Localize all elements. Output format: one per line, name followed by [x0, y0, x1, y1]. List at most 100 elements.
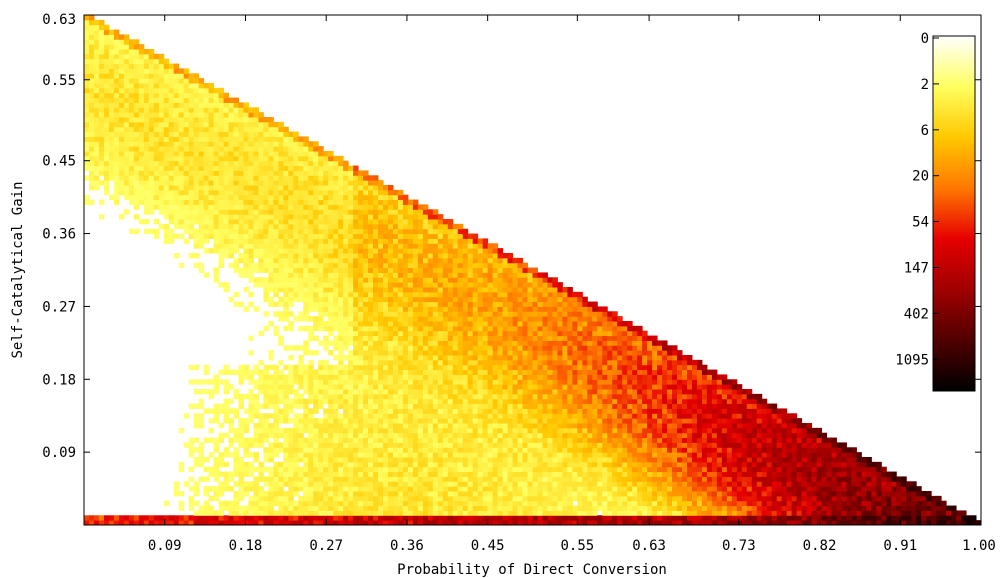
- heat-cell: [133, 73, 140, 79]
- heat-cell: [457, 447, 464, 453]
- heat-cell: [432, 432, 439, 439]
- heat-cell: [432, 505, 439, 511]
- heat-cell: [173, 136, 180, 142]
- heat-cell: [203, 408, 210, 414]
- heat-cell: [417, 257, 424, 264]
- heat-cell: [462, 491, 469, 497]
- heat-cell: [397, 321, 404, 327]
- heat-cell: [203, 272, 210, 278]
- heat-cell: [298, 418, 304, 424]
- heat-cell: [173, 141, 180, 147]
- heat-cell: [472, 364, 479, 371]
- heat-cell: [128, 92, 135, 99]
- heat-cell: [123, 73, 130, 79]
- heat-cell: [383, 476, 389, 482]
- heat-cell: [392, 325, 399, 332]
- heat-cell: [283, 311, 289, 317]
- heat-cell: [313, 209, 319, 215]
- heat-cell: [338, 325, 344, 332]
- heat-cell: [263, 325, 269, 332]
- heat-cell: [84, 92, 90, 99]
- heat-cell: [248, 165, 254, 171]
- heat-cell: [397, 491, 404, 497]
- heat-cell: [318, 442, 324, 448]
- heat-cell: [472, 277, 479, 283]
- heat-cell: [378, 491, 384, 497]
- heat-cell: [84, 155, 90, 162]
- heat-cell: [467, 418, 474, 424]
- heat-cell: [123, 58, 130, 65]
- heat-cell: [268, 267, 274, 273]
- heat-cell: [243, 126, 249, 133]
- heat-cell: [168, 214, 175, 220]
- heat-cell: [123, 102, 130, 108]
- heat-cell: [233, 194, 239, 201]
- heat-cell: [373, 262, 379, 269]
- heat-cell: [298, 520, 304, 526]
- heat-cell: [133, 131, 140, 137]
- heat-cell: [188, 126, 195, 133]
- heat-cell: [263, 374, 269, 380]
- heat-cell: [153, 204, 160, 210]
- heat-cell: [477, 461, 484, 468]
- heat-cell: [333, 155, 339, 162]
- heat-cell: [93, 151, 100, 157]
- heat-cell: [482, 238, 489, 244]
- heat-cell: [273, 257, 279, 264]
- heat-cell: [318, 471, 324, 477]
- heat-cell: [437, 442, 444, 448]
- heat-cell: [203, 505, 210, 511]
- heat-cell: [173, 73, 180, 79]
- heat-cell: [193, 500, 200, 507]
- heat-cell: [407, 282, 414, 288]
- heat-cell: [223, 461, 230, 468]
- heat-cell: [283, 481, 289, 487]
- heat-cell: [268, 442, 274, 448]
- heat-cell: [233, 219, 239, 225]
- heat-cell: [412, 330, 419, 337]
- heat-cell: [258, 180, 264, 186]
- heat-cell: [168, 228, 175, 235]
- heat-cell: [198, 175, 205, 181]
- heat-cell: [432, 476, 439, 482]
- heat-cell: [378, 515, 384, 521]
- heat-cell: [218, 369, 225, 375]
- heat-cell: [173, 97, 180, 103]
- heat-cell: [273, 374, 279, 380]
- heat-cell: [333, 165, 339, 171]
- heat-cell: [158, 53, 165, 60]
- heat-cell: [487, 510, 494, 516]
- heat-cell: [318, 170, 324, 176]
- heat-cell: [333, 471, 339, 477]
- heat-cell: [412, 418, 419, 424]
- heat-cell: [487, 481, 494, 487]
- heat-cell: [148, 49, 155, 55]
- heat-cell: [93, 141, 100, 147]
- heat-cell: [492, 495, 499, 502]
- heat-cell: [238, 243, 244, 249]
- heat-cell: [422, 330, 429, 337]
- heat-cell: [168, 73, 175, 79]
- heat-cell: [487, 330, 494, 337]
- heat-cell: [477, 311, 484, 317]
- heat-cell: [348, 359, 354, 366]
- heat-cell: [328, 505, 334, 511]
- heat-cell: [427, 335, 434, 341]
- heat-cell: [333, 423, 339, 429]
- heat-cell: [323, 413, 329, 419]
- heat-cell: [293, 146, 299, 152]
- heat-cell: [273, 214, 279, 220]
- heat-cell: [313, 505, 319, 511]
- heat-cell: [373, 437, 379, 443]
- heat-cell: [203, 369, 210, 375]
- heat-cell: [313, 476, 319, 482]
- heat-cell: [417, 452, 424, 458]
- heat-cell: [283, 461, 289, 468]
- heat-cell: [268, 185, 274, 191]
- heat-cell: [328, 238, 334, 244]
- heat-cell: [437, 321, 444, 327]
- heat-cell: [378, 257, 384, 264]
- heat-cell: [457, 359, 464, 366]
- heat-cell: [363, 223, 369, 230]
- heat-cell: [213, 243, 220, 249]
